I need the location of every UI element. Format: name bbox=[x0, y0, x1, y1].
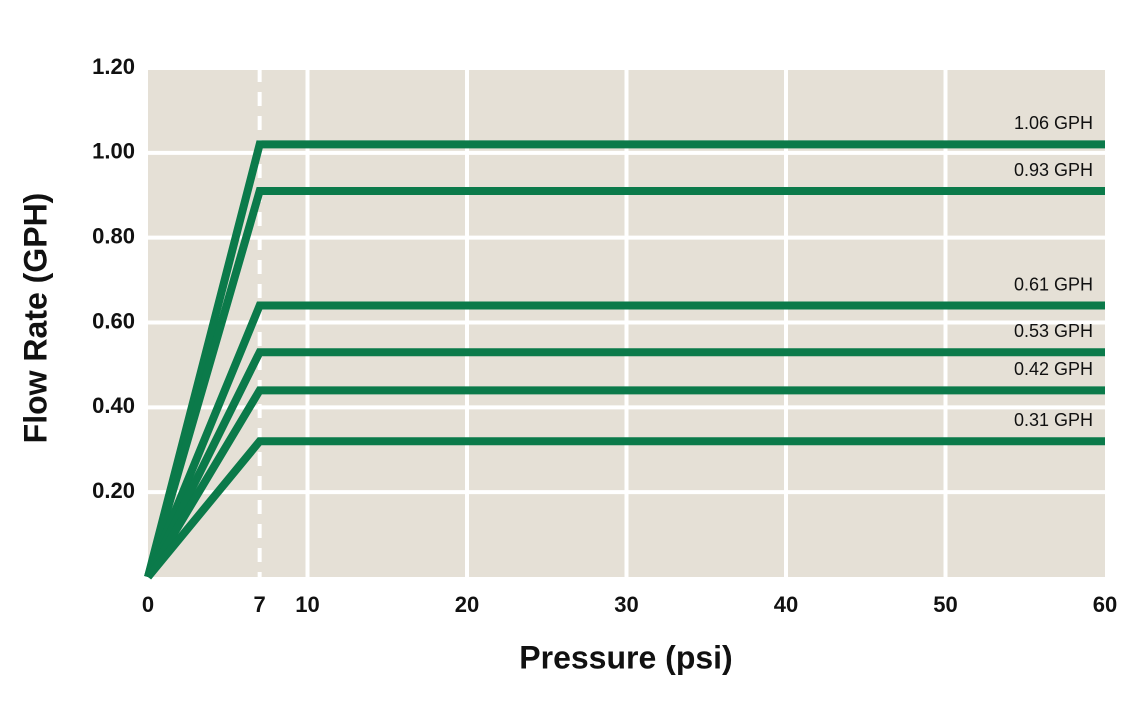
series-line bbox=[144, 187, 1105, 579]
x-tick-label: 60 bbox=[1093, 592, 1117, 617]
x-tick-label: 10 bbox=[295, 592, 319, 617]
series-line bbox=[144, 348, 1105, 579]
x-axis-title: Pressure (psi) bbox=[519, 639, 732, 675]
series-label: 0.31 GPH bbox=[1014, 410, 1093, 430]
x-tick-label: 30 bbox=[614, 592, 638, 617]
series-line bbox=[144, 301, 1105, 579]
y-tick-label: 1.00 bbox=[92, 139, 135, 164]
x-tick-label: 7 bbox=[254, 592, 266, 617]
x-tick-label: 50 bbox=[933, 592, 957, 617]
series-line bbox=[144, 140, 1105, 578]
y-tick-label: 0.20 bbox=[92, 478, 135, 503]
x-tick-label: 40 bbox=[774, 592, 798, 617]
series-label: 0.93 GPH bbox=[1014, 160, 1093, 180]
x-tick-label: 0 bbox=[142, 592, 154, 617]
y-tick-label: 0.60 bbox=[92, 308, 135, 333]
series-line bbox=[144, 437, 1105, 580]
series-label: 0.61 GPH bbox=[1014, 274, 1093, 294]
x-tick-label: 20 bbox=[455, 592, 479, 617]
y-tick-label: 0.40 bbox=[92, 393, 135, 418]
y-axis-title: Flow Rate (GPH) bbox=[17, 193, 53, 444]
series-label: 1.06 GPH bbox=[1014, 113, 1093, 133]
series-label: 0.53 GPH bbox=[1014, 321, 1093, 341]
series-label: 0.42 GPH bbox=[1014, 359, 1093, 379]
y-tick-label: 1.20 bbox=[92, 54, 135, 79]
series-line bbox=[144, 386, 1105, 580]
y-tick-label: 0.80 bbox=[92, 223, 135, 248]
